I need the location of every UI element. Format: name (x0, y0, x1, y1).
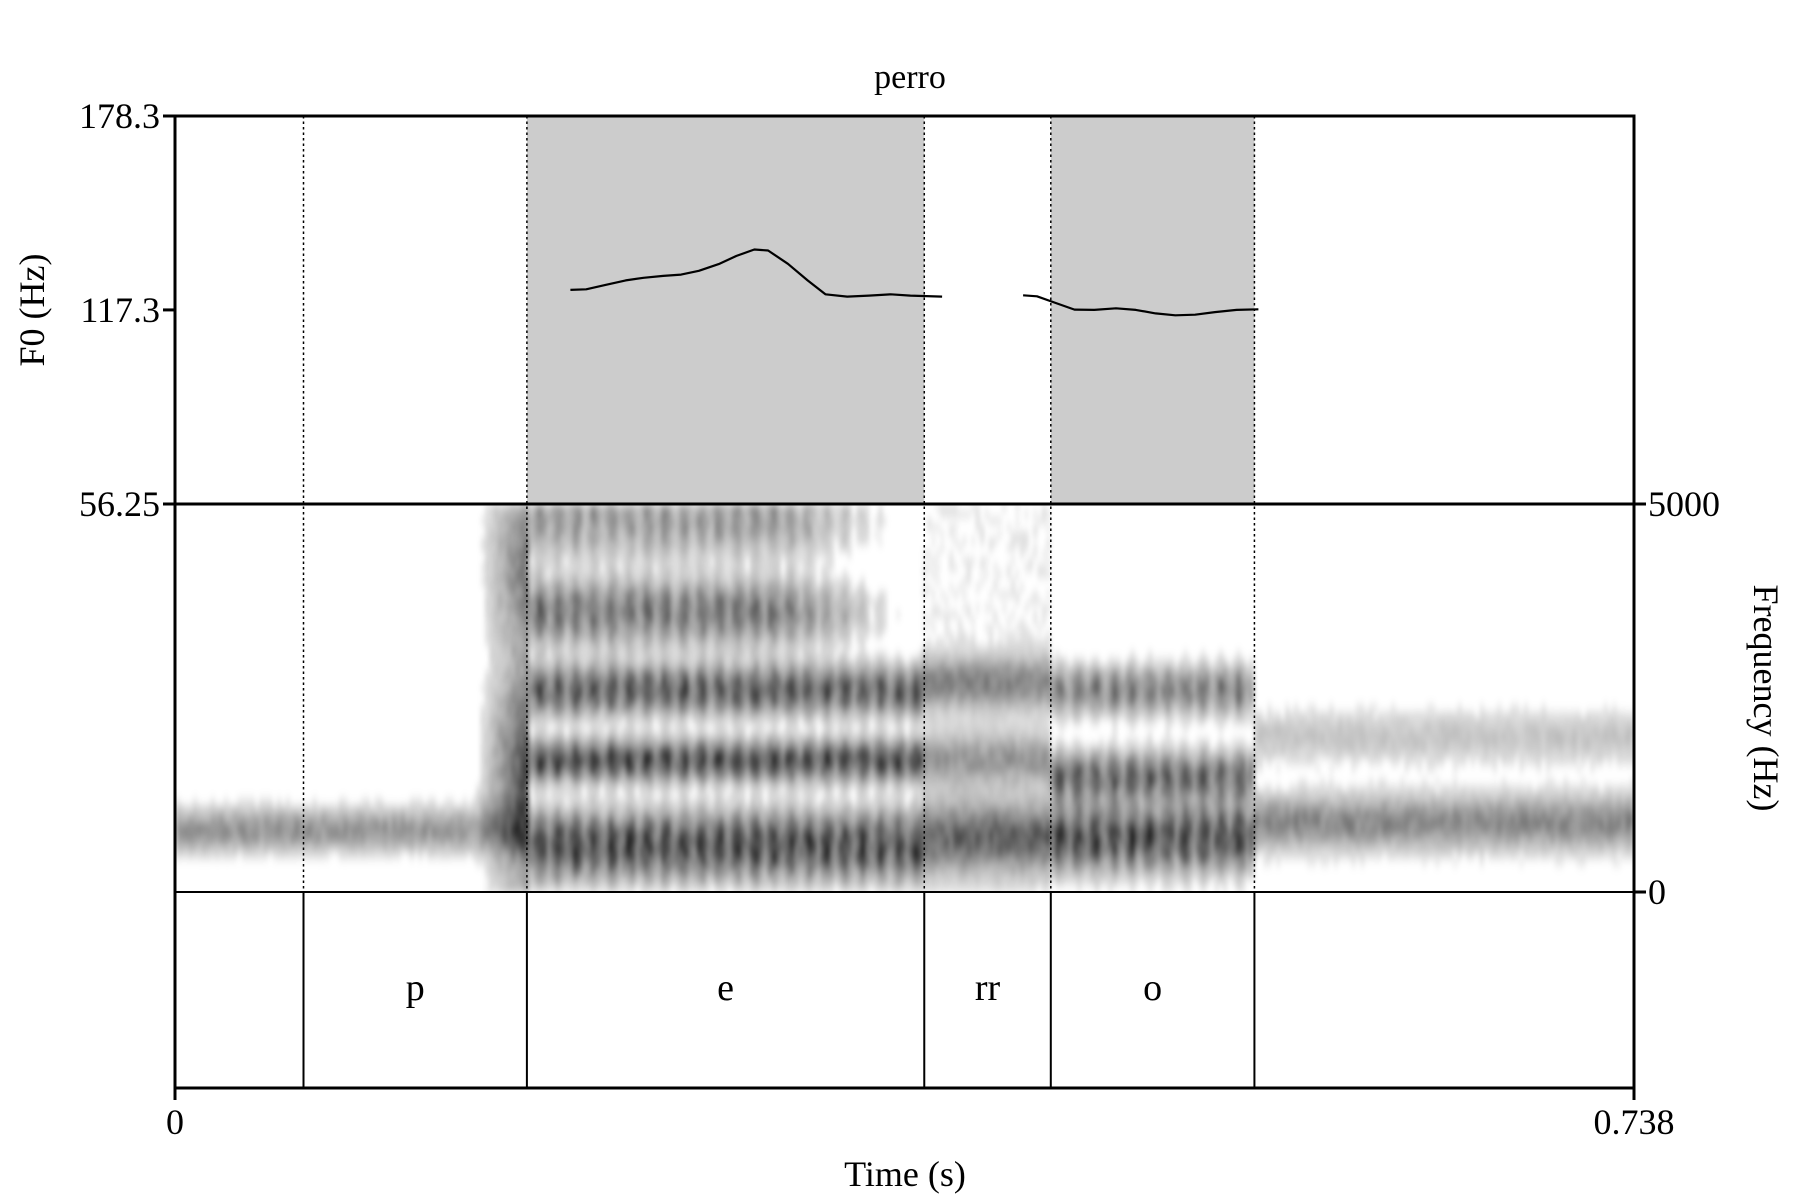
spectrogram-image (175, 504, 1634, 892)
segment-labels: p e rr o (406, 967, 1162, 1009)
segment-boundaries (302, 116, 1256, 1088)
x-axis-label: Time (s) (844, 1154, 966, 1194)
freq-tick-label-1: 0 (1648, 872, 1666, 912)
freq-tick-label-0: 5000 (1648, 484, 1720, 524)
highlight-region-0 (526, 116, 925, 504)
segment-label-3: rr (975, 967, 1001, 1009)
segment-label-4: o (1143, 967, 1162, 1009)
segment-label-2: e (717, 967, 734, 1009)
x-tick-label-1: 0.738 (1594, 1102, 1675, 1142)
vowel-highlights (526, 116, 1255, 504)
chart-title: perro (874, 59, 946, 96)
f0-series-0 (570, 248, 943, 298)
plot-frame (173, 114, 1636, 1090)
f0-tick-label-0: 178.3 (79, 96, 160, 136)
axes: 178.3 117.3 56.25 5000 0 0 0.738 (79, 96, 1720, 1142)
segment-label-1: p (406, 967, 425, 1009)
f0-contour (570, 248, 1259, 317)
y-axis-label-right: Frequency (Hz) (1746, 585, 1786, 812)
f0-tick-label-1: 117.3 (80, 290, 160, 330)
x-tick-label-0: 0 (166, 1102, 184, 1142)
f0-series-1 (1023, 294, 1259, 317)
y-axis-label-left: F0 (Hz) (12, 254, 52, 367)
f0-tick-label-2: 56.25 (79, 484, 160, 524)
